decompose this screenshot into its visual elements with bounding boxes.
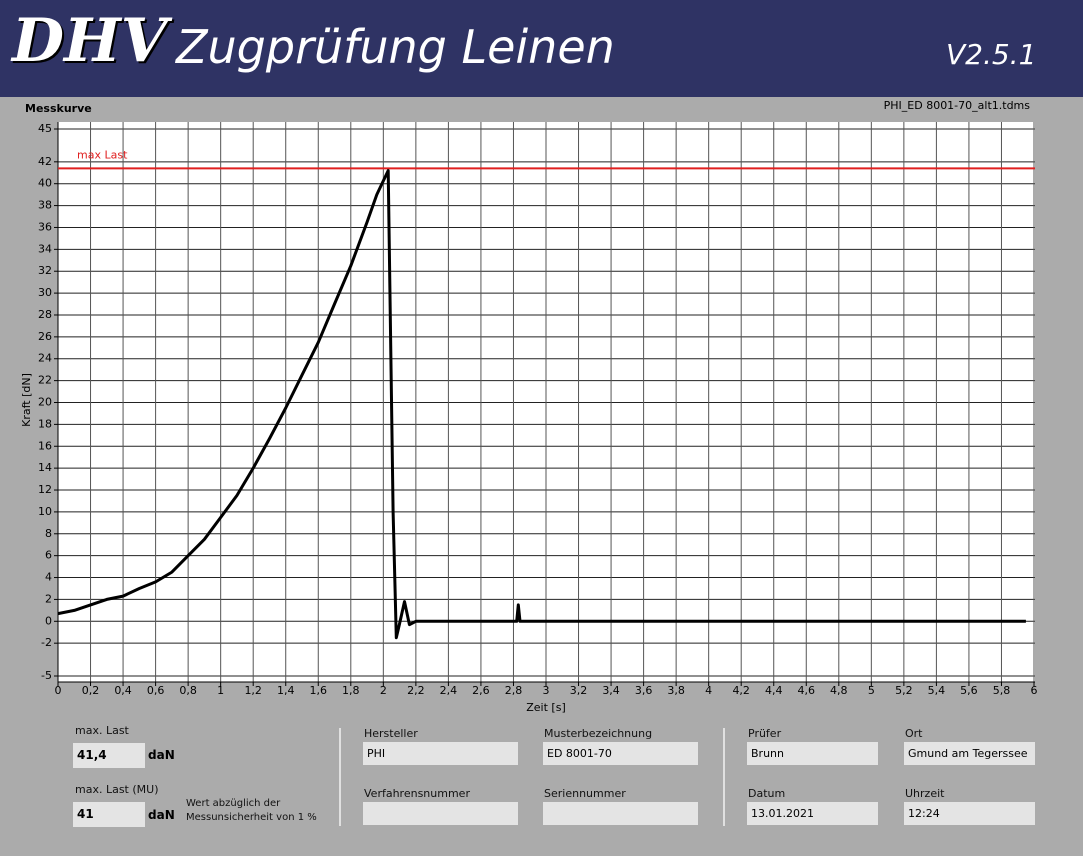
x-tick-label: 4,6 [798,684,816,697]
x-tick-label: 4 [705,684,712,697]
y-tick-label: 42 [38,155,52,168]
max-line-label: max Last [77,148,128,161]
header: DHV Zugprüfung Leinen V2.5.1 [0,0,1083,97]
field-value: PHI [363,742,518,765]
y-tick-label: 26 [38,330,52,343]
x-tick-label: 4,8 [830,684,848,697]
x-tick-label: 6 [1031,684,1038,697]
field-value: 41,4 [73,743,145,768]
field-label: Prüfer [748,727,782,740]
x-tick-label: 1,6 [310,684,328,697]
x-tick-label: 1,4 [277,684,295,697]
y-tick-label: 40 [38,177,52,190]
unit: daN [148,808,175,822]
x-tick-label: 2,6 [472,684,490,697]
x-tick-label: 5,2 [895,684,913,697]
y-tick-label: 18 [38,417,52,430]
separator [339,728,341,826]
field-label: Seriennummer [544,787,626,800]
y-tick-label: -2 [41,636,52,649]
field-label: Verfahrensnummer [364,787,470,800]
y-tick-label: 28 [38,308,52,321]
y-tick-label: 30 [38,286,52,299]
y-tick-label: 2 [45,592,52,605]
x-tick-label: 2,4 [440,684,458,697]
field-value: 41 [73,802,145,827]
note: Wert abzüglich der [186,798,281,809]
y-tick-label: 22 [38,374,52,387]
field-value: 13.01.2021 [747,802,878,825]
y-tick-label: 8 [45,527,52,540]
x-tick-label: 5,4 [928,684,946,697]
y-tick-label: 24 [38,352,52,365]
y-tick-label: 20 [38,396,52,409]
x-tick-label: 3,8 [667,684,685,697]
y-tick-label: 36 [38,220,52,233]
data-line [57,169,1026,640]
app-title: Zugprüfung Leinen [176,20,615,74]
y-tick-label: 12 [38,483,52,496]
file-name: PHI_ED 8001-70_alt1.tdms [884,99,1031,112]
y-tick-label: 34 [38,242,52,255]
x-tick-label: 0,6 [147,684,165,697]
x-tick-label: 3,2 [570,684,588,697]
x-tick-label: 3 [543,684,550,697]
field-value: Brunn [747,742,878,765]
y-tick-label: 38 [38,199,52,212]
x-tick-label: 3,4 [602,684,620,697]
x-axis-label: Zeit [s] [526,701,565,714]
x-tick-label: 4,4 [765,684,783,697]
field-value [543,802,698,825]
field-label: Datum [748,787,786,800]
x-tick-label: 2,8 [505,684,523,697]
x-tick-label: 0,2 [82,684,100,697]
y-tick-label: 45 [38,122,52,135]
field-label: max. Last [75,724,129,737]
x-tick-label: 4,2 [732,684,750,697]
field-value: 12:24 [904,802,1035,825]
field-value: Gmund am Tegerssee [904,742,1035,765]
y-tick-label: 32 [38,264,52,277]
x-tick-label: 0,4 [114,684,132,697]
field-label: Uhrzeit [905,787,945,800]
field-label: Musterbezeichnung [544,727,653,740]
field-label: max. Last (MU) [75,783,159,796]
x-tick-label: 1 [217,684,224,697]
logo: DHV [12,6,168,76]
x-tick-label: 2,2 [407,684,425,697]
field-value: ED 8001-70 [543,742,698,765]
y-tick-label: 10 [38,505,52,518]
y-axis-label: Kraft [dN] [20,373,33,427]
x-tick-label: 1,2 [244,684,262,697]
chart: Messkurve PHI_ED 8001-70_alt1.tdms Zeit … [20,99,1038,714]
x-tick-label: 5,6 [960,684,978,697]
note: Messunsicherheit von 1 % [186,812,317,823]
x-tick-label: 5 [868,684,875,697]
x-tick-label: 0 [55,684,62,697]
x-tick-label: 3,6 [635,684,653,697]
x-tick-label: 1,8 [342,684,360,697]
version: V2.5.1 [946,38,1037,71]
y-tick-label: 4 [45,571,52,584]
separator [723,728,725,826]
x-tick-label: 0,8 [179,684,197,697]
chart-title: Messkurve [25,102,92,115]
x-tick-label: 5,8 [993,684,1011,697]
y-tick-label: 6 [45,549,52,562]
field-value [363,802,518,825]
y-tick-label: 16 [38,439,52,452]
x-tick-label: 2 [380,684,387,697]
field-label: Hersteller [364,727,418,740]
field-label: Ort [905,727,923,740]
y-tick-label: -5 [41,669,52,682]
y-tick-label: 0 [45,614,52,627]
y-tick-label: 14 [38,461,52,474]
unit: daN [148,748,175,762]
